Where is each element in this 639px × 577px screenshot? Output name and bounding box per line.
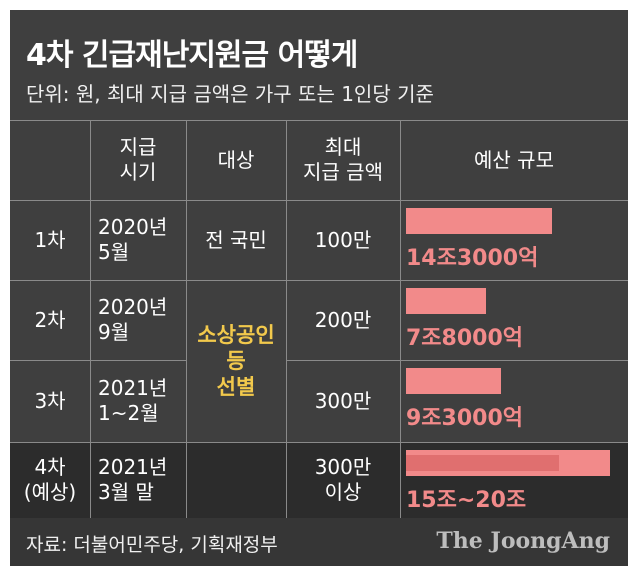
budget-bar bbox=[406, 208, 552, 234]
budget-data-label: 15조~20조 bbox=[406, 488, 527, 513]
header-timing: 지급 시기 bbox=[119, 135, 157, 184]
header-max-amount: 최대 지급 금액 bbox=[303, 135, 383, 184]
row3-max-amount: 300만 bbox=[314, 388, 372, 413]
column-divider bbox=[286, 120, 287, 518]
row1-max-amount: 100만 bbox=[314, 227, 372, 252]
infographic-card: 4차 긴급재난지원금 어떻게 단위: 원, 최대 지급 금액은 가구 또는 1인… bbox=[10, 10, 628, 566]
header-bottom-line bbox=[10, 200, 628, 201]
budget-data-label: 7조8000억 bbox=[406, 326, 524, 351]
column-divider bbox=[186, 120, 187, 518]
column-divider bbox=[400, 120, 401, 518]
row2-timing: 2020년 9월 bbox=[98, 295, 168, 344]
row4-round: 4차 (예상) bbox=[23, 455, 77, 504]
row1-timing: 2020년 5월 bbox=[98, 215, 168, 264]
column-divider bbox=[90, 120, 91, 518]
footer: 자료: 더불어민주당, 기획재정부 The JoongAng bbox=[10, 518, 628, 566]
row-divider bbox=[286, 360, 628, 361]
table-top-line bbox=[10, 120, 628, 121]
budget-data-label: 9조3000억 bbox=[406, 406, 524, 431]
source-note: 자료: 더불어민주당, 기획재정부 bbox=[26, 534, 278, 556]
brand-logo: The JoongAng bbox=[436, 528, 610, 554]
row-divider bbox=[10, 280, 628, 281]
budget-data-label: 14조3000억 bbox=[406, 246, 539, 271]
row2-max-amount: 200만 bbox=[314, 307, 372, 332]
subtitle: 단위: 원, 최대 지급 금액은 가구 또는 1인당 기준 bbox=[26, 82, 434, 106]
row-divider bbox=[10, 442, 628, 443]
row1-round: 1차 bbox=[34, 227, 66, 252]
header-target: 대상 bbox=[217, 147, 255, 172]
row4-max-amount: 300만 이상 bbox=[314, 455, 372, 504]
merged-target-selective: 소상공인 등 선별 bbox=[197, 322, 275, 400]
row2-round: 2차 bbox=[34, 307, 66, 332]
budget-bar bbox=[406, 368, 501, 394]
row3-timing: 2021년 1~2월 bbox=[98, 376, 168, 425]
row1-target: 전 국민 bbox=[205, 227, 267, 252]
budget-bar bbox=[406, 288, 486, 314]
row4-timing: 2021년 3월 말 bbox=[98, 455, 168, 504]
row3-round: 3차 bbox=[34, 388, 66, 413]
row-divider bbox=[10, 360, 186, 361]
header-budget: 예산 규모 bbox=[474, 147, 554, 172]
page-title: 4차 긴급재난지원금 어떻게 bbox=[26, 38, 358, 73]
budget-bar-range-low bbox=[406, 455, 559, 471]
